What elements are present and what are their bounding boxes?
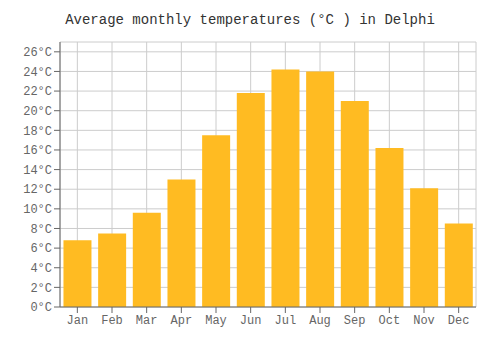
svg-text:Jun: Jun bbox=[240, 314, 262, 328]
svg-text:Nov: Nov bbox=[413, 314, 435, 328]
svg-text:Dec: Dec bbox=[448, 314, 470, 328]
svg-text:May: May bbox=[205, 314, 227, 328]
svg-text:18°C: 18°C bbox=[23, 125, 52, 139]
svg-text:Jul: Jul bbox=[275, 314, 297, 328]
svg-text:26°C: 26°C bbox=[23, 46, 52, 60]
svg-text:14°C: 14°C bbox=[23, 164, 52, 178]
svg-text:10°C: 10°C bbox=[23, 203, 52, 217]
svg-text:0°C: 0°C bbox=[30, 301, 52, 315]
svg-text:Mar: Mar bbox=[136, 314, 158, 328]
svg-text:12°C: 12°C bbox=[23, 183, 52, 197]
svg-text:22°C: 22°C bbox=[23, 85, 52, 99]
svg-text:Feb: Feb bbox=[101, 314, 123, 328]
svg-text:4°C: 4°C bbox=[30, 262, 52, 276]
svg-text:Sep: Sep bbox=[344, 314, 366, 328]
svg-text:20°C: 20°C bbox=[23, 105, 52, 119]
svg-text:Apr: Apr bbox=[171, 314, 193, 328]
html-text:Average monthly temperatures (: Average monthly temperatures (°C ) in De… bbox=[65, 12, 435, 28]
svg-text:2°C: 2°C bbox=[30, 282, 52, 296]
svg-text:24°C: 24°C bbox=[23, 66, 52, 80]
svg-text:Oct: Oct bbox=[379, 314, 401, 328]
svg-text:8°C: 8°C bbox=[30, 223, 52, 237]
svg-text:16°C: 16°C bbox=[23, 144, 52, 158]
svg-text:Jan: Jan bbox=[67, 314, 89, 328]
svg-text:6°C: 6°C bbox=[30, 242, 52, 256]
svg-text:Aug: Aug bbox=[309, 314, 331, 328]
